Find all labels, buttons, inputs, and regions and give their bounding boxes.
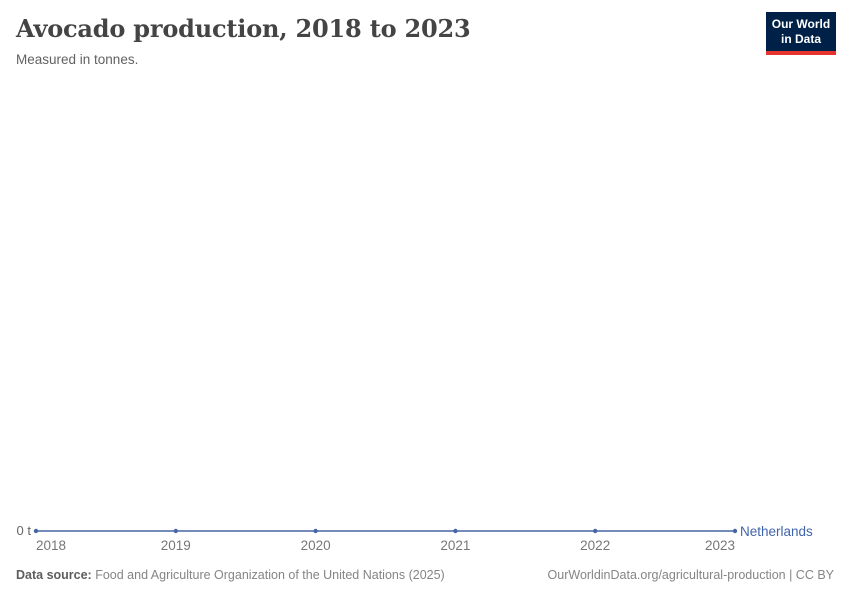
license-note: OurWorldinData.org/agricultural-producti… xyxy=(547,568,834,582)
x-tick-label-2020: 2020 xyxy=(300,538,331,553)
data-point-marker xyxy=(313,528,318,534)
x-tick-label-2021: 2021 xyxy=(440,538,471,553)
data-point-marker xyxy=(732,528,738,534)
owid-logo-line1: Our World xyxy=(771,16,831,31)
data-point-marker xyxy=(453,528,458,534)
chart-subtitle: Measured in tonnes. xyxy=(16,52,139,67)
entity-label-netherlands[interactable]: Netherlands xyxy=(740,524,813,539)
chart-footer: Data source: Food and Agriculture Organi… xyxy=(16,568,834,582)
chart-title: Avocado production, 2018 to 2023 xyxy=(16,14,471,43)
data-point-marker xyxy=(33,528,39,534)
x-tick-label-2022: 2022 xyxy=(580,538,611,553)
data-source-label: Data source: xyxy=(16,568,92,582)
x-tick-label-2018: 2018 xyxy=(36,538,67,553)
data-source-note: Data source: Food and Agriculture Organi… xyxy=(16,568,445,582)
x-tick-label-2019: 2019 xyxy=(160,538,191,553)
data-point-marker xyxy=(593,528,598,534)
data-source-text: Food and Agriculture Organization of the… xyxy=(91,568,445,582)
owid-logo-line2: in Data xyxy=(780,31,821,46)
data-point-marker xyxy=(173,528,178,534)
x-tick-label-2023: 2023 xyxy=(704,538,735,553)
y-axis-zero-label: 0 t xyxy=(16,523,31,538)
owid-logo[interactable]: Our World in Data xyxy=(766,12,836,55)
